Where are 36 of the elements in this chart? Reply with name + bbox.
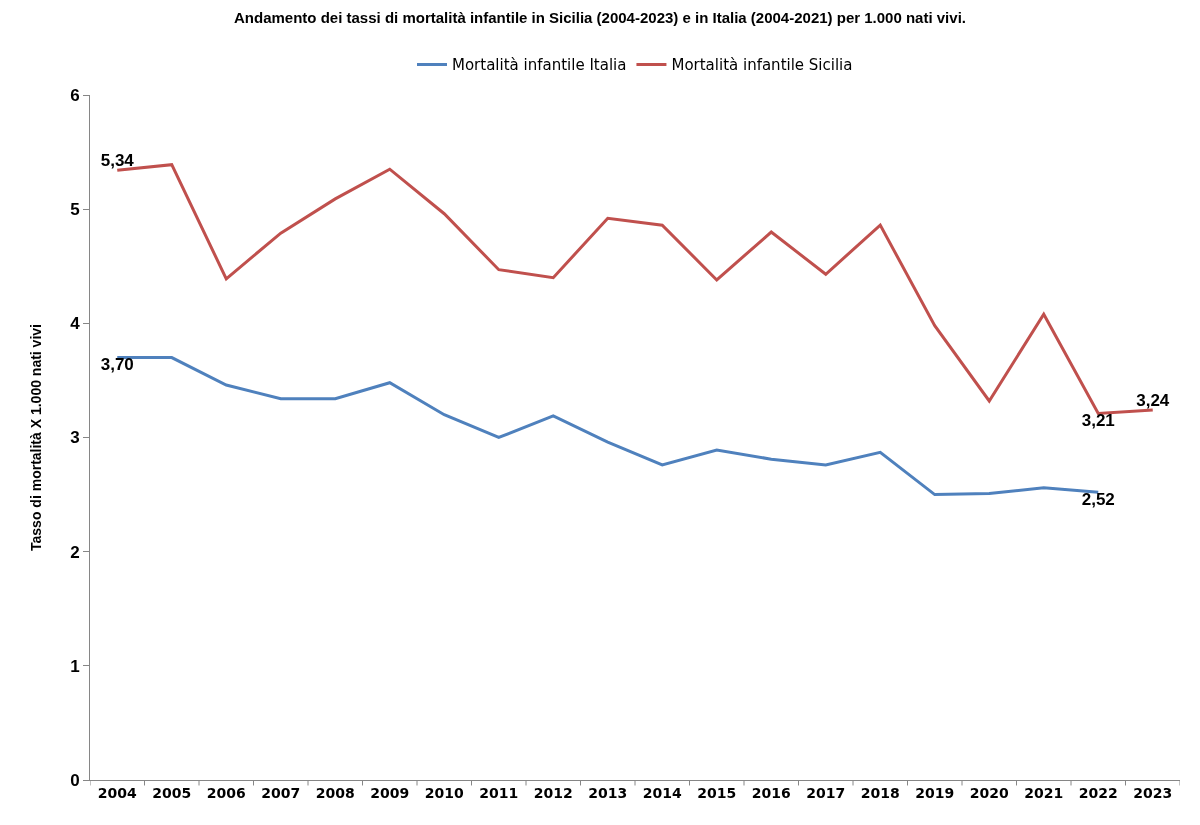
y-tick-label: 3: [70, 428, 80, 448]
x-tick-label: 2008: [315, 784, 355, 801]
x-tick-label: 2004: [97, 784, 137, 801]
y-tick-label: 2: [70, 542, 80, 562]
legend-label: Mortalità infantile Italia: [452, 56, 627, 75]
y-tick-label: 0: [70, 770, 80, 790]
x-tick-label: 2009: [370, 784, 410, 801]
y-tick-label: 1: [70, 656, 80, 676]
x-tick-label: 2016: [751, 784, 791, 801]
x-tick-label: 2021: [1024, 784, 1064, 801]
x-tick-label: 2015: [697, 784, 737, 801]
chart-title: Andamento dei tassi di mortalità infantile in Sicilia (2004-2023) e in Italia (2004-2021) per 1.000 nati vivi.: [234, 8, 966, 26]
x-tick-label: 2014: [642, 784, 682, 801]
legend-label: Mortalità infantile Sicilia: [671, 56, 853, 75]
data-label: 2,52: [1081, 490, 1115, 510]
data-label: 3,21: [1081, 411, 1115, 431]
y-tick-label: 6: [70, 85, 80, 105]
data-label: 5,34: [100, 151, 135, 171]
x-tick-label: 2023: [1133, 784, 1173, 801]
x-tick-label: 2005: [152, 784, 192, 801]
data-label: 3,24: [1136, 390, 1170, 410]
x-tick-label: 2012: [533, 784, 573, 801]
x-tick-label: 2017: [806, 784, 846, 801]
x-tick-label: 2022: [1078, 784, 1118, 801]
x-tick-label: 2019: [915, 784, 955, 801]
x-tick-label: 2011: [479, 784, 519, 801]
y-tick-label: 5: [70, 200, 80, 220]
x-tick-label: 2010: [424, 784, 464, 801]
data-label: 3,70: [100, 355, 134, 375]
y-axis-title: Tasso di mortalità X 1.000 nati vivi: [27, 324, 44, 551]
x-tick-label: 2013: [588, 784, 628, 801]
x-tick-label: 2020: [969, 784, 1009, 801]
x-tick-label: 2018: [860, 784, 900, 801]
x-tick-label: 2007: [261, 784, 301, 801]
x-tick-label: 2006: [206, 784, 246, 801]
y-tick-label: 4: [70, 314, 81, 334]
